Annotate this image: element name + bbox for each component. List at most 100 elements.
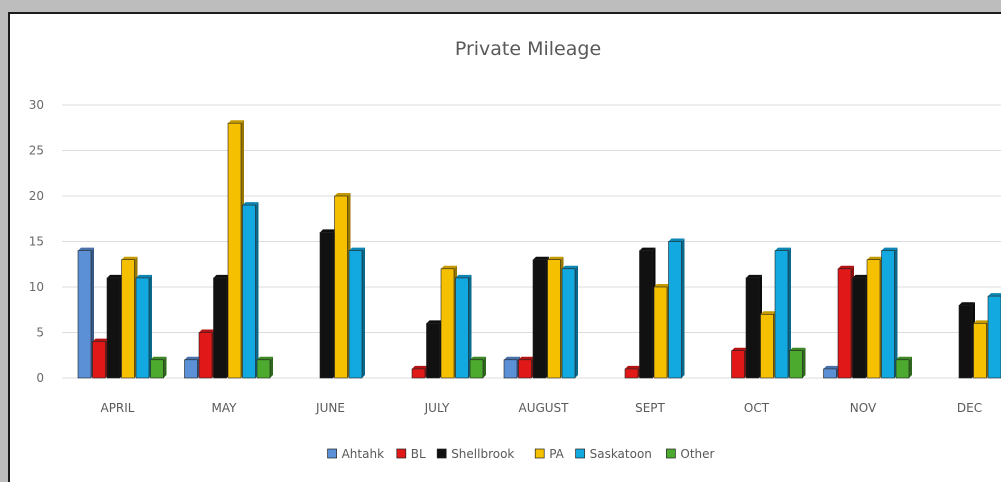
legend-item-shellbrook: Shellbrook (436, 447, 514, 461)
bar-front (319, 232, 334, 379)
bar-front (639, 250, 653, 379)
x-axis-labels: APRIL MAY JUNE JULY AUGUST SEPT OCT NOV DEC (100, 401, 982, 415)
bar-shellbrook-may (213, 274, 230, 379)
y-axis-ticks: 0 5 10 15 20 25 30 (29, 98, 44, 385)
bar-front (92, 341, 106, 379)
bar-top (242, 202, 259, 206)
bar-top (504, 356, 520, 360)
bar-side (149, 274, 152, 378)
bar-pa-sept (653, 284, 670, 379)
bar-top (228, 120, 244, 124)
bar-top (184, 356, 201, 360)
legend-item-pa: PA (534, 447, 565, 461)
bar-other-oct (789, 347, 806, 379)
bar-shellbrook-july (426, 320, 443, 379)
bar-other-may (256, 356, 273, 379)
bar-bl-sept (624, 365, 641, 379)
bar-front (411, 368, 426, 379)
bar-front (852, 277, 866, 379)
bar-side (270, 356, 273, 378)
bar-top (470, 356, 486, 360)
bar-front (866, 259, 881, 379)
bar-front (121, 259, 135, 379)
bar-front (973, 323, 987, 379)
bar-bl-july (411, 365, 428, 379)
bar-shellbrook-april (106, 274, 123, 379)
bar-pa-nov (866, 256, 883, 379)
bar-front (653, 286, 668, 379)
bar-top (881, 247, 898, 251)
bar-side (894, 247, 898, 378)
bar-top (959, 302, 975, 306)
bars (77, 120, 1001, 379)
bar-front (77, 250, 92, 379)
legend-label: Saskatoon (590, 447, 652, 461)
bar-top (775, 247, 791, 251)
bar-saskatoon-sept (668, 238, 685, 379)
bar-front (348, 250, 363, 379)
bar-top (852, 274, 869, 278)
bar-pa-april (121, 256, 138, 379)
bar-top (334, 193, 351, 196)
bar-front (184, 359, 198, 379)
bar-top (150, 356, 167, 360)
x-tick-label: OCT (744, 401, 770, 415)
bar-top (533, 256, 549, 260)
bar-top (199, 329, 215, 333)
bar-front (469, 359, 484, 379)
bar-front (455, 277, 469, 379)
bar-side (681, 238, 685, 378)
bar-top (107, 274, 123, 278)
bar-side (575, 265, 578, 378)
legend-swatch (327, 448, 337, 459)
bar-top (441, 265, 457, 269)
legend-item-saskatoon: Saskatoon (575, 447, 652, 461)
legend-label: BL (411, 447, 426, 461)
bar-saskatoon-april (135, 274, 152, 379)
bar-shellbrook-august (532, 256, 549, 379)
bar-top (320, 229, 336, 233)
bar-front (150, 359, 164, 379)
legend-item-bl: BL (396, 447, 426, 461)
bar-front (547, 259, 561, 379)
y-tick-label: 5 (36, 326, 44, 340)
bar-top (257, 356, 273, 360)
bar-side (163, 356, 167, 378)
bar-top (562, 265, 578, 269)
bar-bl-may (198, 329, 215, 379)
bar-shellbrook-oct (745, 274, 762, 379)
bar-ahtahk-nov (823, 365, 840, 379)
bar-ahtahk-april (77, 247, 94, 379)
bar-other-april (150, 356, 167, 379)
bar-top (668, 238, 685, 242)
bar-other-july (469, 356, 486, 379)
bar-other-nov (895, 356, 912, 379)
bar-front (106, 277, 121, 379)
bar-shellbrook-sept (639, 247, 656, 379)
bar-top (746, 274, 762, 278)
legend-swatch (534, 448, 545, 459)
bar-side (909, 356, 912, 378)
legend-item-other: Other (666, 447, 715, 461)
bar-pa-june (334, 193, 351, 379)
bar-front (213, 277, 227, 379)
bar-side (788, 247, 791, 378)
bar-top (639, 247, 656, 251)
bar-front (135, 277, 150, 379)
bar-saskatoon-june (348, 247, 365, 379)
bar-top (547, 256, 564, 260)
bar-shellbrook-june (319, 229, 336, 379)
bar-saskatoon-dec (987, 293, 1001, 379)
bar-front (561, 268, 576, 379)
bar-top (121, 256, 138, 260)
bar-ahtahk-may (184, 356, 201, 379)
chart-frame (8, 12, 1001, 482)
bar-front (881, 250, 895, 379)
legend-label: PA (549, 447, 564, 461)
bar-shellbrook-nov (852, 274, 869, 379)
bar-front (987, 295, 1001, 379)
y-tick-label: 10 (29, 280, 44, 294)
y-tick-label: 0 (36, 371, 44, 385)
bar-saskatoon-august (561, 265, 578, 379)
